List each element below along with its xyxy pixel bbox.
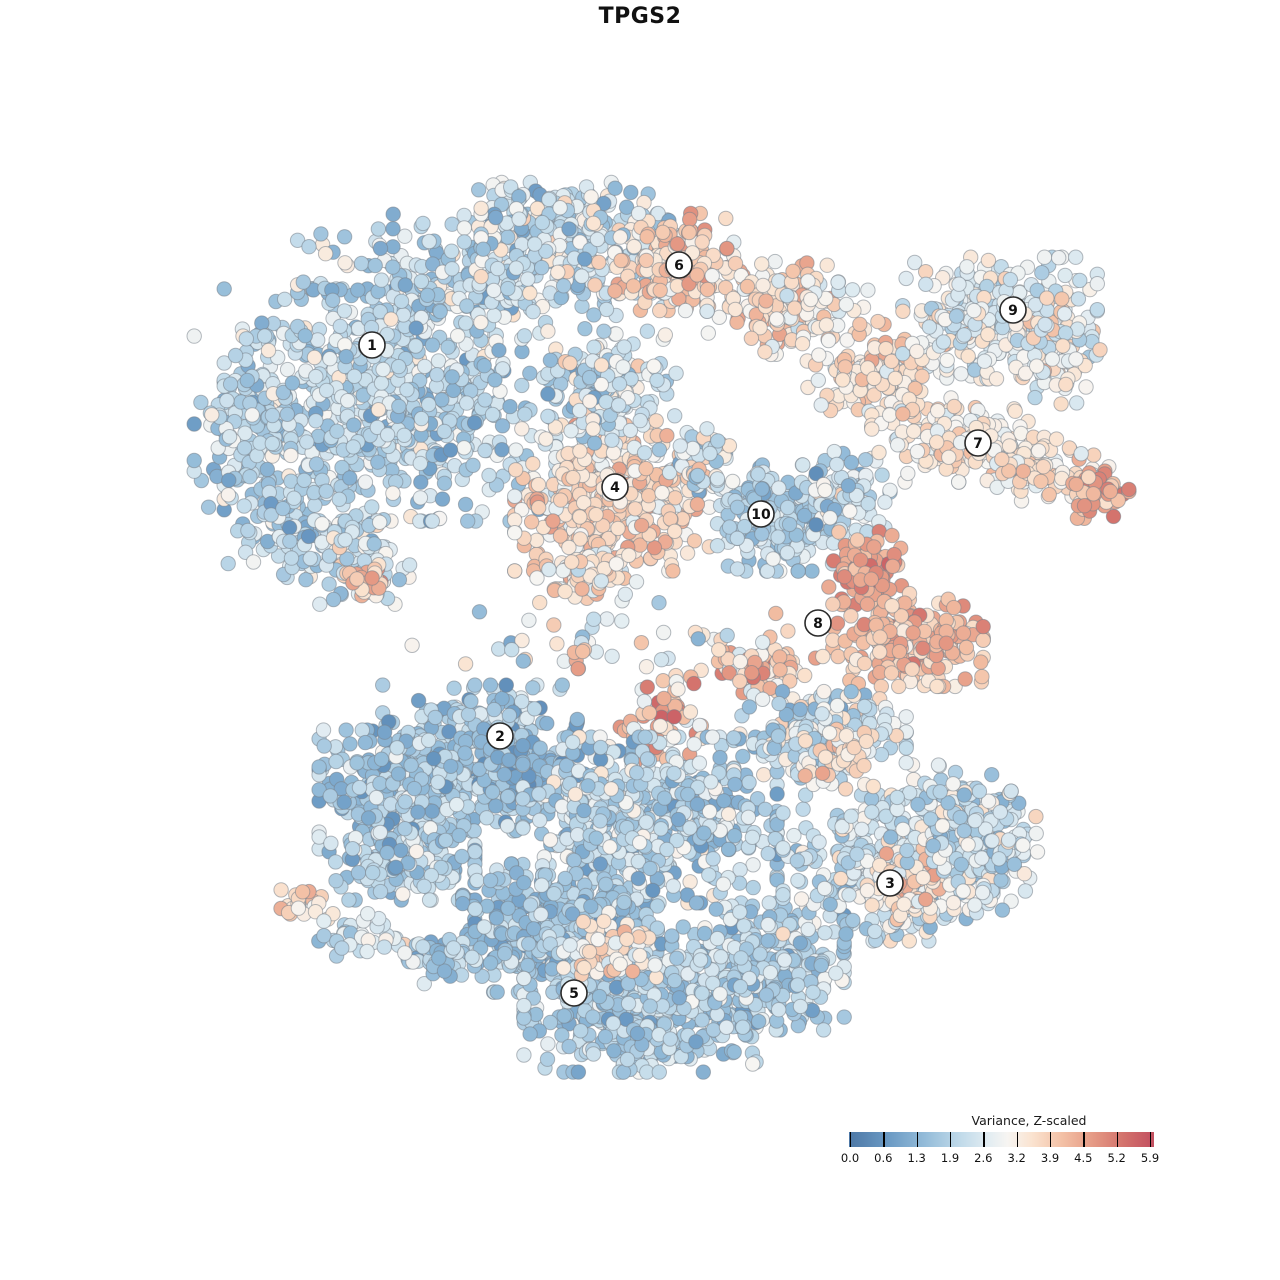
legend-tick-label: 5.2 bbox=[1107, 1151, 1126, 1165]
legend-tick-label: 4.5 bbox=[1074, 1151, 1093, 1165]
legend-tick-label: 3.2 bbox=[1007, 1151, 1026, 1165]
scatter-points bbox=[186, 174, 1137, 1080]
legend-tick-label: 3.9 bbox=[1040, 1151, 1060, 1165]
colorbar-tickmark bbox=[916, 1132, 919, 1147]
legend-tick-label: 1.3 bbox=[907, 1151, 926, 1165]
cluster-label-6: 6 bbox=[665, 251, 693, 279]
colorbar-tickmark bbox=[850, 1132, 852, 1147]
colorbar-tickmark bbox=[983, 1132, 985, 1147]
colorbar-tickmark bbox=[950, 1132, 952, 1147]
cluster-label-4: 4 bbox=[601, 473, 629, 501]
legend-tick-label: 1.9 bbox=[940, 1151, 960, 1165]
colorbar-gradient bbox=[849, 1132, 1154, 1147]
colorbar-tickmark bbox=[1083, 1132, 1085, 1147]
colorbar-title: Variance, Z-scaled bbox=[971, 1113, 1087, 1128]
cluster-label-9: 9 bbox=[999, 296, 1027, 324]
legend-tick-label: 0.0 bbox=[840, 1151, 860, 1165]
legend-tick-label: 2.6 bbox=[974, 1151, 993, 1165]
legend-tick-label: 0.6 bbox=[874, 1151, 893, 1165]
chart-title: TPGS2 bbox=[598, 4, 682, 29]
legend-tick-label: 5.9 bbox=[1140, 1151, 1160, 1165]
colorbar-tickmark bbox=[1016, 1132, 1019, 1147]
colorbar-tickmark bbox=[1050, 1132, 1052, 1147]
cluster-labels: 1 2 3 4 5 6 7 8 9 10 bbox=[358, 251, 1027, 1007]
cluster-label-5: 5 bbox=[560, 979, 588, 1007]
cluster-label-8: 8 bbox=[804, 609, 832, 637]
cluster-label-2: 2 bbox=[486, 722, 514, 750]
colorbar-tickmark bbox=[883, 1132, 885, 1147]
cluster-label-7: 7 bbox=[964, 429, 992, 457]
colorbar-tickmark bbox=[1116, 1132, 1119, 1147]
cluster-label-3: 3 bbox=[876, 869, 904, 897]
colorbar-tickmark bbox=[1150, 1132, 1152, 1147]
cluster-label-10: 10 bbox=[747, 500, 775, 528]
cluster-label-1: 1 bbox=[358, 331, 386, 359]
